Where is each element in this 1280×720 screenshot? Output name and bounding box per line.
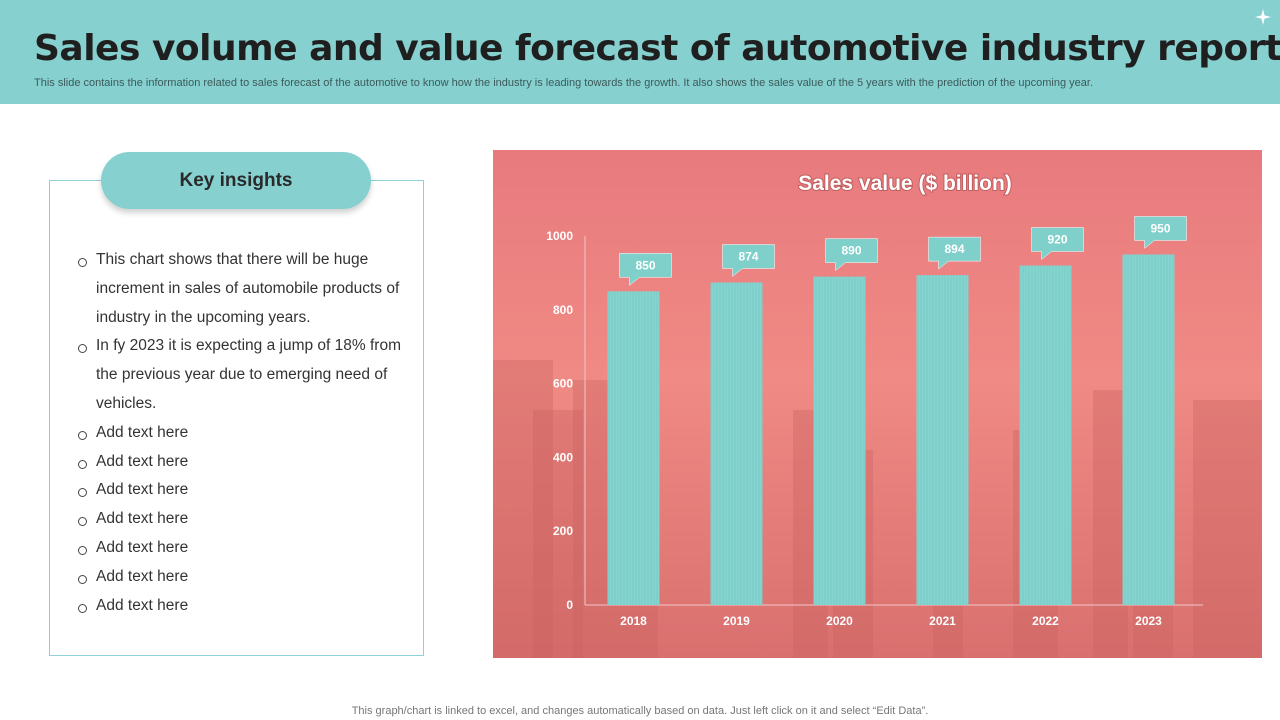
x-tick-label: 2020	[826, 614, 853, 628]
page-title: Sales volume and value forecast of autom…	[34, 28, 1280, 69]
x-tick-label: 2023	[1135, 614, 1162, 628]
data-label: 874	[738, 249, 758, 263]
skyline-building	[1193, 400, 1262, 658]
y-tick-label: 800	[553, 303, 573, 317]
bar	[1122, 254, 1175, 605]
sparkle-icon	[1255, 9, 1271, 25]
y-tick-label: 0	[566, 598, 573, 612]
insight-item: Add text here	[76, 592, 406, 621]
bar	[710, 282, 763, 605]
y-tick-label: 200	[553, 524, 573, 538]
chart-title: Sales value ($ billion)	[798, 172, 1012, 195]
footer-note: This graph/chart is linked to excel, and…	[351, 705, 929, 717]
skyline-building	[533, 410, 583, 658]
insight-item: Add text here	[76, 505, 406, 534]
x-tick-label: 2021	[929, 614, 956, 628]
insights-heading: Key insights	[101, 152, 371, 209]
insight-item: Add text here	[76, 563, 406, 592]
data-label-callout	[722, 244, 775, 278]
chart-panel: Sales value ($ billion) 0 200 400 600 800 1000…	[493, 150, 1262, 658]
data-label-callout	[825, 238, 878, 272]
y-tick-label: 600	[553, 377, 573, 391]
y-tick-label: 400	[553, 450, 573, 464]
data-label: 894	[944, 242, 964, 256]
data-label-callout	[928, 236, 981, 270]
data-label-callout	[1134, 216, 1187, 249]
sales-value-chart: Sales value ($ billion) 0 200 400 600 800 1000…	[493, 150, 1262, 658]
header-banner: Sales volume and value forecast of autom…	[0, 0, 1280, 104]
bar	[1019, 265, 1072, 605]
insight-item: Add text here	[76, 448, 406, 477]
bar	[813, 276, 866, 605]
bar	[916, 275, 969, 605]
insight-item: Add text here	[76, 419, 406, 448]
y-tick-label: 1000	[546, 229, 573, 243]
insight-item: Add text here	[76, 476, 406, 505]
page-subtitle: This slide contains the information rela…	[34, 77, 1094, 89]
skyline-building	[493, 360, 553, 658]
insight-item: This chart shows that there will be huge…	[76, 246, 406, 332]
data-label: 920	[1047, 233, 1067, 247]
insight-item: In fy 2023 it is expecting a jump of 18%…	[76, 332, 406, 418]
skyline-building	[1093, 390, 1128, 658]
x-tick-label: 2022	[1032, 614, 1059, 628]
insights-panel	[49, 180, 424, 656]
data-label-callout	[1031, 227, 1084, 261]
data-label: 890	[841, 244, 861, 258]
bar	[607, 291, 660, 605]
insights-list: This chart shows that there will be huge…	[76, 246, 406, 620]
skyline-building	[573, 380, 613, 658]
insight-item: Add text here	[76, 534, 406, 563]
x-tick-label: 2019	[723, 614, 750, 628]
data-label: 950	[1150, 221, 1170, 235]
data-label-callout	[619, 253, 672, 286]
x-tick-label: 2018	[620, 614, 647, 628]
data-label: 850	[635, 258, 655, 272]
